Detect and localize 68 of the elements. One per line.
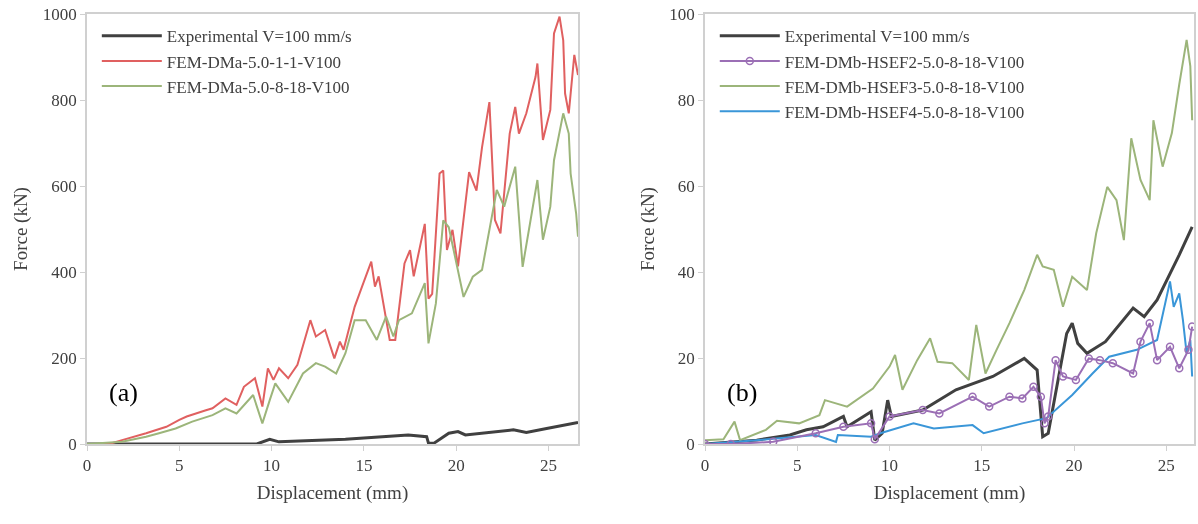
point	[968, 392, 977, 401]
point	[870, 435, 880, 444]
point	[1058, 372, 1068, 381]
point	[984, 402, 994, 411]
point	[1043, 412, 1053, 421]
point	[1018, 394, 1027, 403]
legend-label: Experimental V=100 mm/s	[166, 27, 352, 47]
x-tick-label: 20	[447, 456, 465, 476]
legend-label: Experimental V=100 mm/s	[784, 27, 970, 47]
annotation: (a)	[109, 378, 138, 407]
legend-label: FEM-DMa-5.0-8-18-V100	[166, 77, 350, 97]
line-series	[87, 112, 578, 444]
x-axis-title: Displacement (mm)	[873, 482, 1026, 505]
legend-label: FEM-DMa-5.0-1-1-V100	[166, 52, 342, 72]
point	[1095, 355, 1105, 365]
x-tick-label: 5	[793, 456, 802, 476]
point	[1152, 355, 1162, 365]
point	[1051, 355, 1060, 365]
point	[1128, 369, 1138, 378]
x-tick-label: 15	[355, 456, 373, 476]
y-tick-label: 20	[677, 348, 695, 368]
point	[935, 409, 944, 418]
point	[866, 419, 876, 428]
point	[885, 412, 894, 421]
x-tick-label: 0	[82, 456, 92, 476]
point	[1174, 364, 1184, 373]
x-tick-label: 10	[263, 456, 281, 476]
x-tick-label: 5	[175, 456, 184, 476]
point	[811, 429, 820, 438]
point	[1184, 345, 1193, 355]
y-axis-title: Force (kN)	[636, 187, 659, 271]
x-tick-label: 0	[700, 456, 710, 476]
point	[1029, 382, 1038, 392]
annotation: (b)	[727, 378, 758, 407]
y-tick-label: 0	[68, 434, 77, 454]
y-tick-label: 200	[51, 348, 77, 368]
y-tick-label: 1000	[42, 4, 77, 24]
point	[1187, 322, 1194, 331]
y-tick-label: 60	[677, 176, 695, 196]
point	[839, 422, 848, 432]
y-tick-label: 600	[51, 176, 77, 196]
point	[1036, 392, 1046, 401]
point	[1040, 419, 1049, 428]
point	[1136, 337, 1145, 346]
point	[1005, 392, 1014, 401]
legend-label: FEM-DMb-HSEF2-5.0-8-18-V100	[784, 52, 1025, 72]
point	[918, 405, 927, 415]
y-tick-label: 0	[686, 434, 695, 454]
y-tick-label: 80	[677, 90, 695, 110]
y-tick-label: 400	[51, 262, 77, 282]
point	[1084, 354, 1094, 363]
y-axis-title: Force (kN)	[10, 187, 33, 271]
y-tick-label: 100	[669, 4, 695, 24]
x-axis-title: Displacement (mm)	[256, 482, 409, 505]
point	[1071, 375, 1081, 385]
point	[769, 437, 778, 444]
y-tick-label: 40	[677, 262, 695, 282]
point	[1145, 318, 1154, 328]
point	[1108, 358, 1118, 368]
legend-label: FEM-DMb-HSEF3-5.0-8-18-V100	[784, 77, 1025, 97]
x-tick-label: 20	[1065, 456, 1083, 476]
x-tick-label: 10	[881, 456, 899, 476]
x-tick-label: 25	[539, 456, 557, 476]
x-tick-label: 15	[973, 456, 991, 476]
legend-label: FEM-DMb-HSEF4-5.0-8-18-V100	[784, 102, 1025, 122]
x-tick-label: 25	[1157, 456, 1175, 476]
point	[1165, 342, 1175, 352]
y-tick-label: 800	[51, 90, 77, 110]
